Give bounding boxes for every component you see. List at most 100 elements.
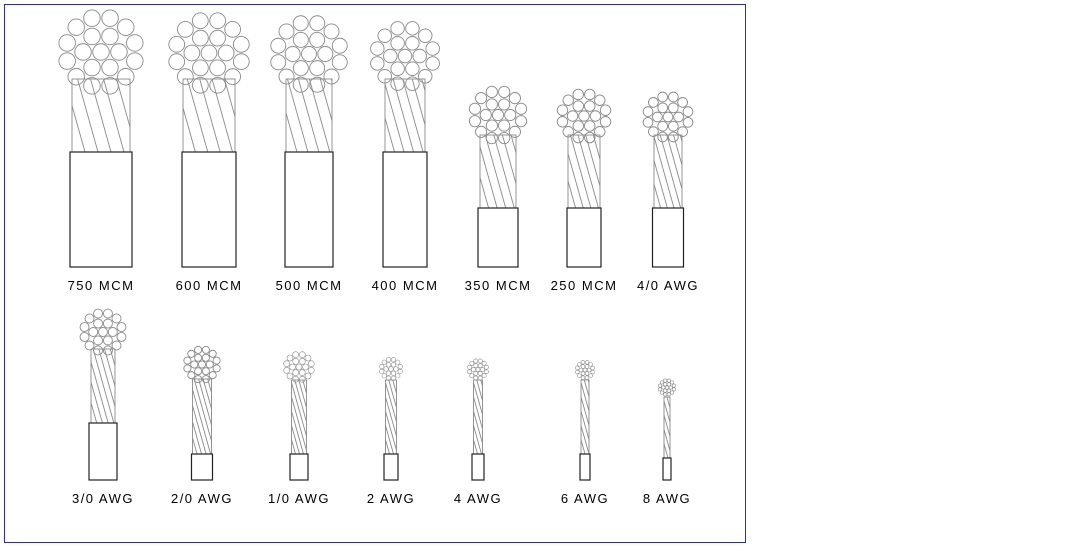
strand [590, 365, 595, 371]
exposed-wire [385, 379, 397, 455]
strand [270, 54, 287, 71]
strand [370, 41, 385, 56]
strand-bundle [270, 15, 348, 93]
strand [485, 98, 498, 111]
strand [658, 387, 663, 392]
cable-size-label: 500 MCM [276, 278, 343, 293]
strand [298, 351, 306, 359]
strand [232, 36, 250, 53]
strand [388, 366, 394, 372]
exposed-wire [580, 379, 590, 455]
strand-bundle [168, 12, 250, 94]
cable-0-1 [168, 12, 250, 268]
cable-0-3 [370, 21, 440, 268]
strand [200, 44, 218, 62]
strand [383, 48, 398, 64]
strand [477, 358, 483, 364]
strand [405, 21, 420, 36]
strand-hatch [664, 397, 670, 458]
strand [331, 54, 348, 71]
strand [397, 48, 413, 64]
cable-size-label: 750 MCM [68, 278, 135, 293]
strand [577, 362, 582, 367]
strand [584, 375, 590, 380]
strand [390, 21, 405, 36]
insulation-jacket [477, 207, 519, 268]
strand [642, 106, 654, 117]
strand [58, 52, 76, 70]
strand [663, 382, 668, 387]
wire-outline [90, 348, 116, 424]
strand [209, 29, 226, 47]
strand [304, 372, 312, 380]
strand [194, 345, 203, 354]
strand [584, 100, 596, 112]
strand [666, 378, 671, 383]
strand-bundle [658, 378, 676, 397]
strand [667, 102, 679, 114]
strand-hatch [473, 380, 483, 454]
strand [187, 349, 196, 358]
strand [390, 357, 397, 363]
strand [331, 37, 348, 54]
strand [292, 351, 300, 359]
strand [575, 365, 580, 371]
strand [405, 76, 420, 91]
strand [412, 48, 427, 64]
strand [648, 97, 659, 108]
insulation-jacket [566, 207, 602, 268]
exposed-wire [384, 78, 426, 153]
exposed-wire [653, 134, 683, 209]
strand [477, 371, 483, 376]
strand-hatch [654, 135, 682, 208]
strand [642, 117, 654, 128]
strand [481, 373, 487, 379]
strand [370, 56, 385, 71]
strand [192, 59, 209, 77]
strand [83, 27, 101, 46]
strand [485, 119, 498, 132]
strand [390, 61, 405, 76]
strand [209, 76, 226, 94]
strand [657, 91, 668, 103]
strand [390, 36, 405, 51]
strand [479, 108, 492, 122]
strand [377, 28, 392, 43]
strand [379, 368, 385, 375]
cable-1-1 [183, 345, 221, 481]
cable-size-label: 400 MCM [372, 278, 439, 293]
strand [92, 43, 110, 61]
cable-0-0 [58, 9, 144, 268]
strand [385, 370, 392, 376]
strand [292, 369, 300, 376]
insulation-jacket [190, 453, 214, 481]
strand [183, 356, 192, 365]
strand [323, 23, 340, 40]
strand [572, 131, 584, 144]
strand [484, 364, 489, 370]
strand [117, 68, 135, 86]
strand [208, 371, 217, 380]
strand [671, 383, 676, 388]
cable-size-label: 8 AWG [643, 491, 691, 506]
strand [292, 375, 300, 383]
labels-layer: 750 MCM 600 MCM 500 MCM 400 MCM 350 MCM 250 M… [68, 278, 698, 506]
strand [67, 18, 85, 36]
strand [58, 34, 76, 52]
strand [577, 373, 582, 378]
strand [594, 94, 606, 106]
strand [580, 375, 586, 380]
strand [663, 392, 668, 397]
strand [381, 373, 387, 379]
strand [508, 92, 521, 105]
strand [317, 46, 334, 62]
strand [580, 371, 586, 376]
strand [83, 58, 101, 77]
strand [480, 367, 485, 372]
strand [677, 126, 688, 137]
strand [682, 117, 694, 128]
strand [657, 102, 669, 114]
cable-1-2 [283, 351, 315, 481]
strand [481, 360, 487, 366]
strand [212, 364, 221, 373]
